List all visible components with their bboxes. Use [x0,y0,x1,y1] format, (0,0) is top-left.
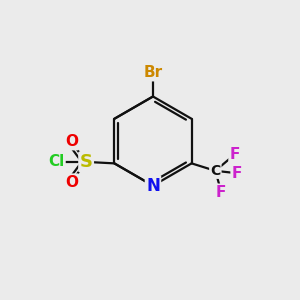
Text: F: F [232,166,242,181]
Text: N: N [146,177,160,195]
Text: Cl: Cl [48,154,64,169]
Text: O: O [65,134,78,149]
Text: Br: Br [143,65,163,80]
Text: S: S [80,153,93,171]
Text: C: C [210,164,220,178]
Text: O: O [65,175,78,190]
Text: F: F [230,147,240,162]
Text: F: F [216,185,226,200]
